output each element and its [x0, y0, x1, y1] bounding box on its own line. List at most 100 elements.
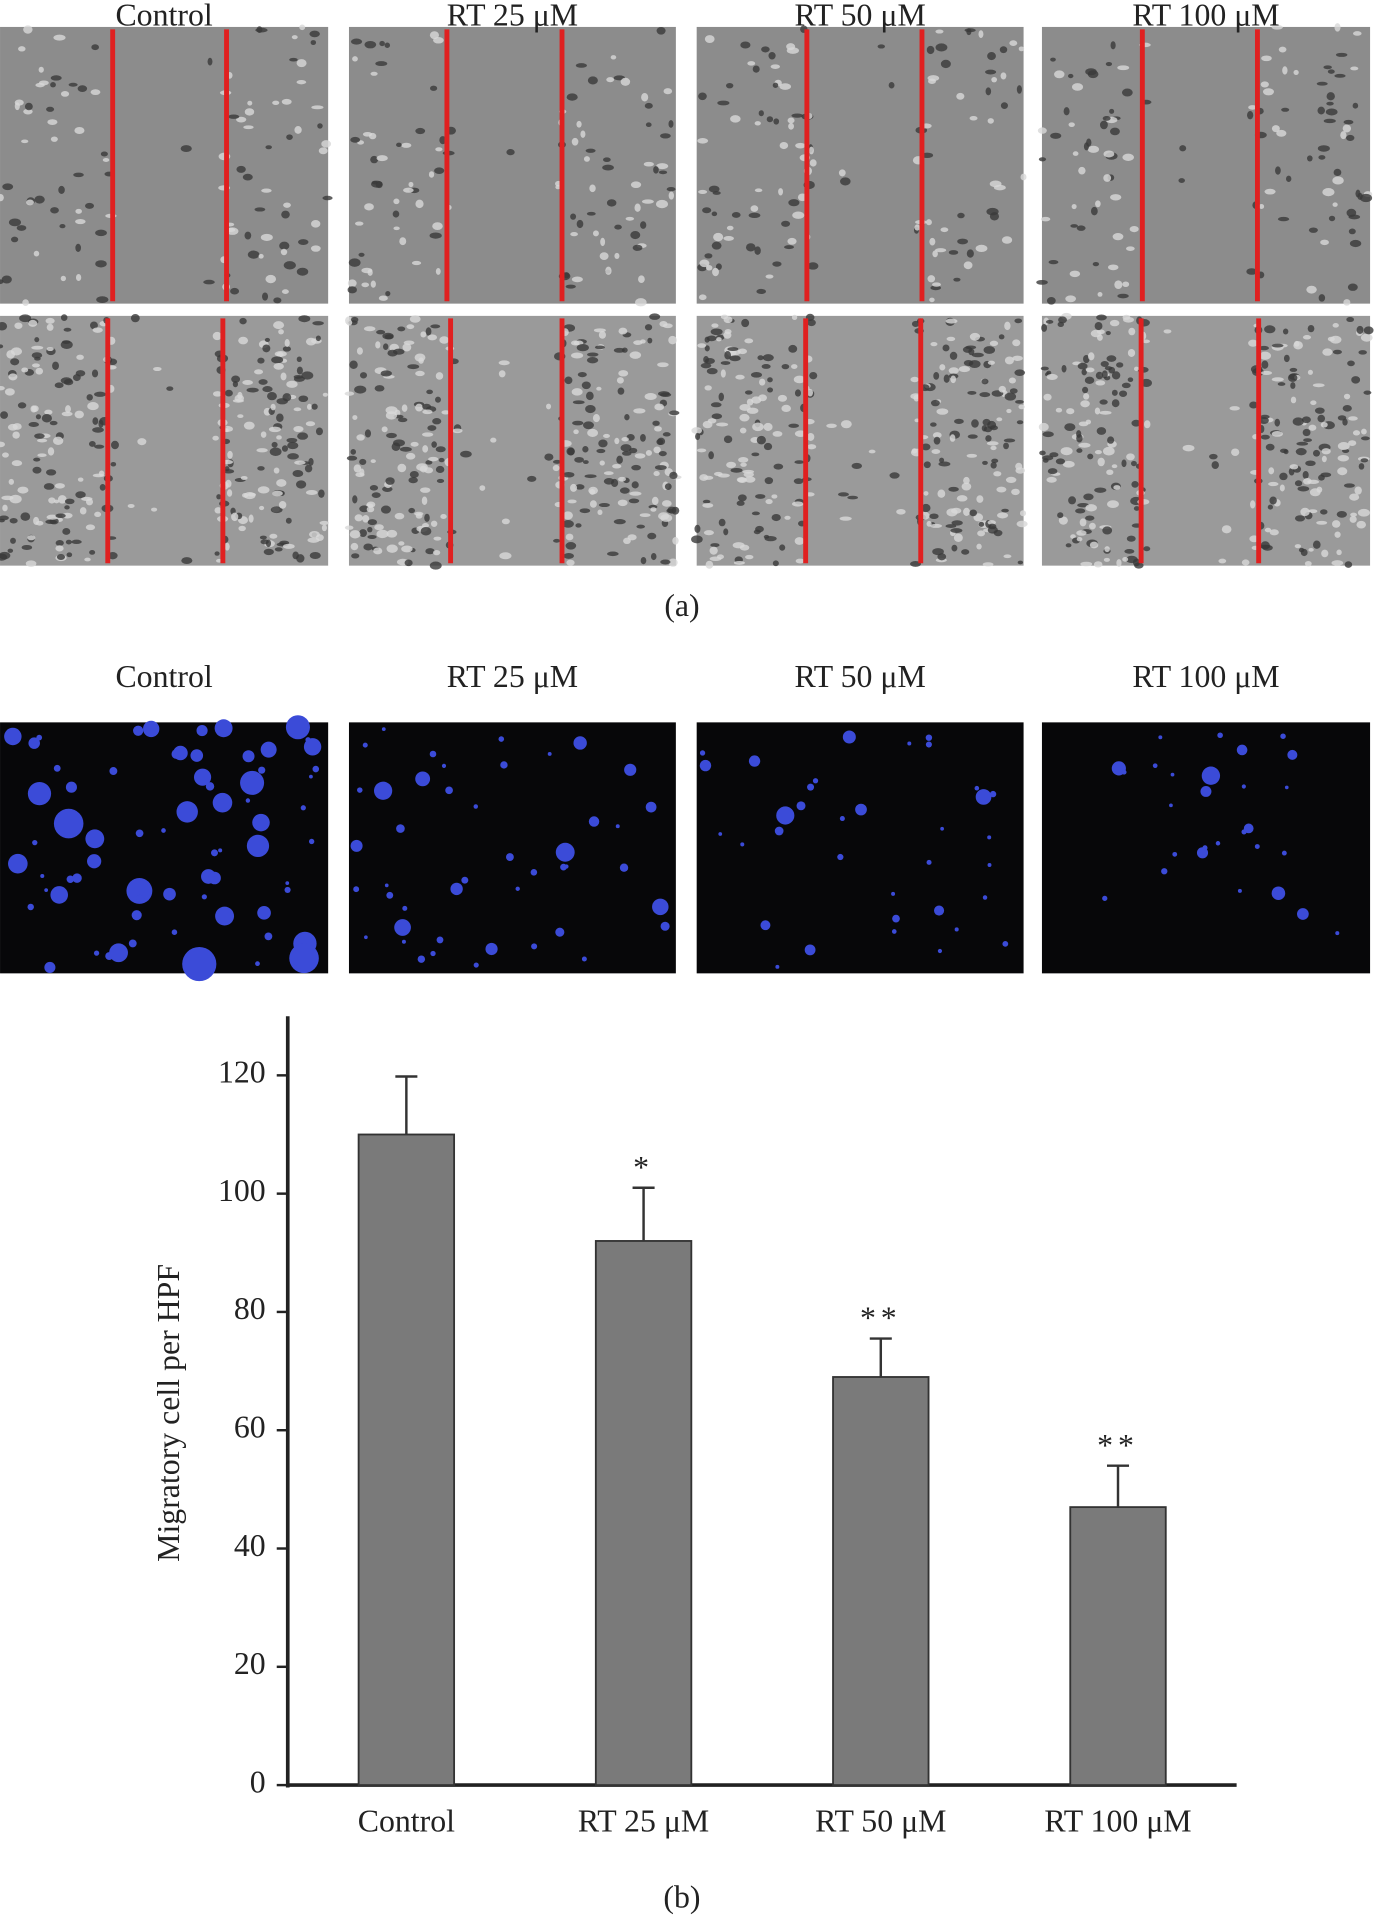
cell	[1320, 509, 1328, 515]
cell	[957, 212, 965, 219]
x-tick-label: RT 50 μM	[815, 1804, 946, 1839]
cell	[807, 319, 816, 327]
cell	[127, 503, 135, 509]
cell	[1344, 561, 1353, 568]
cell	[1348, 440, 1357, 446]
cell	[312, 321, 324, 326]
cell	[2, 452, 9, 458]
cell	[703, 356, 709, 364]
cell	[256, 448, 268, 453]
cell	[344, 391, 355, 396]
cell	[276, 435, 282, 440]
cell	[383, 343, 389, 351]
y-tick-label: 0	[250, 1764, 266, 1799]
cell	[31, 405, 39, 412]
cell	[621, 451, 632, 456]
cell	[963, 261, 973, 270]
nucleus	[190, 749, 204, 762]
cell	[781, 364, 790, 370]
cell	[739, 427, 747, 434]
cell	[706, 367, 718, 375]
cell	[1337, 415, 1347, 421]
cell	[376, 529, 389, 539]
cell	[1117, 65, 1130, 71]
cell	[583, 421, 594, 430]
cell	[1287, 373, 1298, 382]
cell	[421, 432, 434, 437]
nucleus	[954, 927, 959, 932]
nucleus	[804, 944, 816, 956]
cell	[713, 232, 724, 242]
cell	[771, 513, 781, 522]
cell	[1343, 393, 1351, 400]
cell	[414, 353, 426, 362]
cell	[373, 547, 383, 555]
nucleus	[500, 761, 508, 769]
cell	[1143, 546, 1151, 552]
cell	[319, 520, 329, 526]
cell	[369, 485, 379, 491]
cell	[634, 453, 646, 459]
nucleus	[214, 719, 233, 738]
nucleus	[1280, 733, 1286, 739]
cell	[85, 524, 96, 531]
cell	[285, 517, 292, 524]
cell	[425, 548, 435, 555]
cell	[370, 280, 376, 288]
cell	[1334, 23, 1341, 32]
cell	[367, 519, 378, 526]
cell	[576, 219, 584, 229]
cell	[567, 447, 575, 456]
cell	[401, 545, 413, 553]
cell	[1081, 368, 1087, 376]
cell	[60, 275, 66, 282]
cell	[50, 136, 58, 142]
cell	[1083, 354, 1090, 364]
cell	[1057, 512, 1064, 519]
cell	[723, 435, 733, 444]
cell	[432, 222, 443, 230]
cell	[1, 495, 14, 501]
cell	[961, 482, 972, 491]
cell	[429, 561, 442, 570]
cell	[237, 414, 244, 418]
cell	[969, 116, 978, 121]
cell	[367, 526, 373, 533]
cell	[1142, 339, 1150, 344]
cell	[1327, 69, 1335, 74]
cell	[1332, 176, 1344, 185]
nucleus	[417, 955, 426, 963]
cell	[794, 389, 802, 397]
nucleus	[1102, 895, 1108, 901]
cell	[581, 381, 591, 390]
nucleus	[350, 839, 363, 852]
cell	[433, 549, 441, 556]
cell	[1250, 500, 1256, 509]
cell	[1276, 129, 1287, 137]
cell	[603, 157, 611, 163]
cell	[242, 173, 253, 181]
nucleus	[303, 738, 322, 756]
cell	[1290, 382, 1296, 389]
cell	[62, 528, 71, 535]
cell	[1357, 508, 1370, 517]
cell	[257, 357, 265, 364]
cell	[989, 340, 999, 347]
cell	[73, 172, 84, 178]
cell	[720, 361, 731, 365]
cell	[772, 560, 779, 567]
cell	[1124, 549, 1135, 554]
cell	[1249, 401, 1258, 409]
cell	[501, 518, 510, 525]
cell	[987, 52, 996, 61]
cell	[421, 496, 428, 505]
cell	[640, 221, 647, 229]
cell	[563, 552, 575, 559]
error-bar	[632, 1186, 655, 1241]
cell	[74, 410, 84, 419]
cell	[1085, 504, 1097, 512]
cell	[766, 116, 774, 123]
cell	[1094, 321, 1103, 331]
cell	[1337, 442, 1350, 451]
nucleus	[430, 950, 436, 957]
